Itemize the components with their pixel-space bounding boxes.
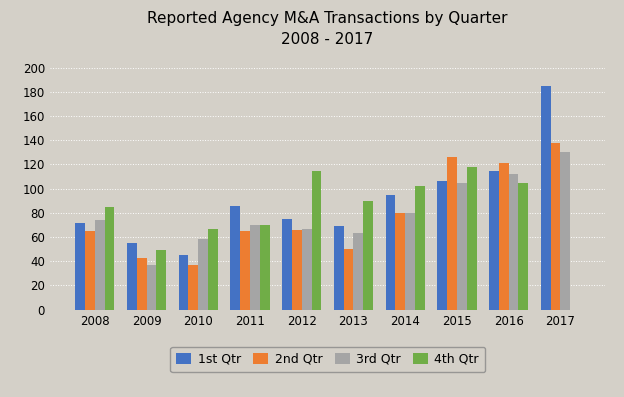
Bar xyxy=(95,220,105,310)
Bar xyxy=(75,223,85,310)
Bar xyxy=(509,174,519,310)
Bar xyxy=(188,265,198,310)
Bar xyxy=(260,225,270,310)
Bar xyxy=(198,239,208,310)
Bar xyxy=(311,171,321,310)
Bar xyxy=(240,231,250,310)
Bar xyxy=(519,183,529,310)
Bar xyxy=(137,258,147,310)
Bar xyxy=(396,213,405,310)
Bar xyxy=(386,195,396,310)
Bar xyxy=(344,249,353,310)
Bar xyxy=(292,230,302,310)
Bar xyxy=(541,86,550,310)
Bar xyxy=(447,157,457,310)
Bar xyxy=(550,143,560,310)
Legend: 1st Qtr, 2nd Qtr, 3rd Qtr, 4th Qtr: 1st Qtr, 2nd Qtr, 3rd Qtr, 4th Qtr xyxy=(170,347,485,372)
Bar xyxy=(85,231,95,310)
Bar xyxy=(560,152,570,310)
Bar xyxy=(457,183,467,310)
Bar xyxy=(437,181,447,310)
Bar xyxy=(105,207,114,310)
Bar xyxy=(127,243,137,310)
Bar xyxy=(230,206,240,310)
Bar xyxy=(363,201,373,310)
Bar xyxy=(208,229,218,310)
Bar xyxy=(467,167,477,310)
Title: Reported Agency M&A Transactions by Quarter
2008 - 2017: Reported Agency M&A Transactions by Quar… xyxy=(147,12,508,48)
Bar xyxy=(415,186,425,310)
Bar xyxy=(489,171,499,310)
Bar xyxy=(353,233,363,310)
Bar xyxy=(499,163,509,310)
Bar xyxy=(178,255,188,310)
Bar xyxy=(250,225,260,310)
Bar xyxy=(147,265,157,310)
Bar xyxy=(157,251,166,310)
Bar xyxy=(405,213,415,310)
Bar xyxy=(302,229,311,310)
Bar xyxy=(334,226,344,310)
Bar xyxy=(282,219,292,310)
